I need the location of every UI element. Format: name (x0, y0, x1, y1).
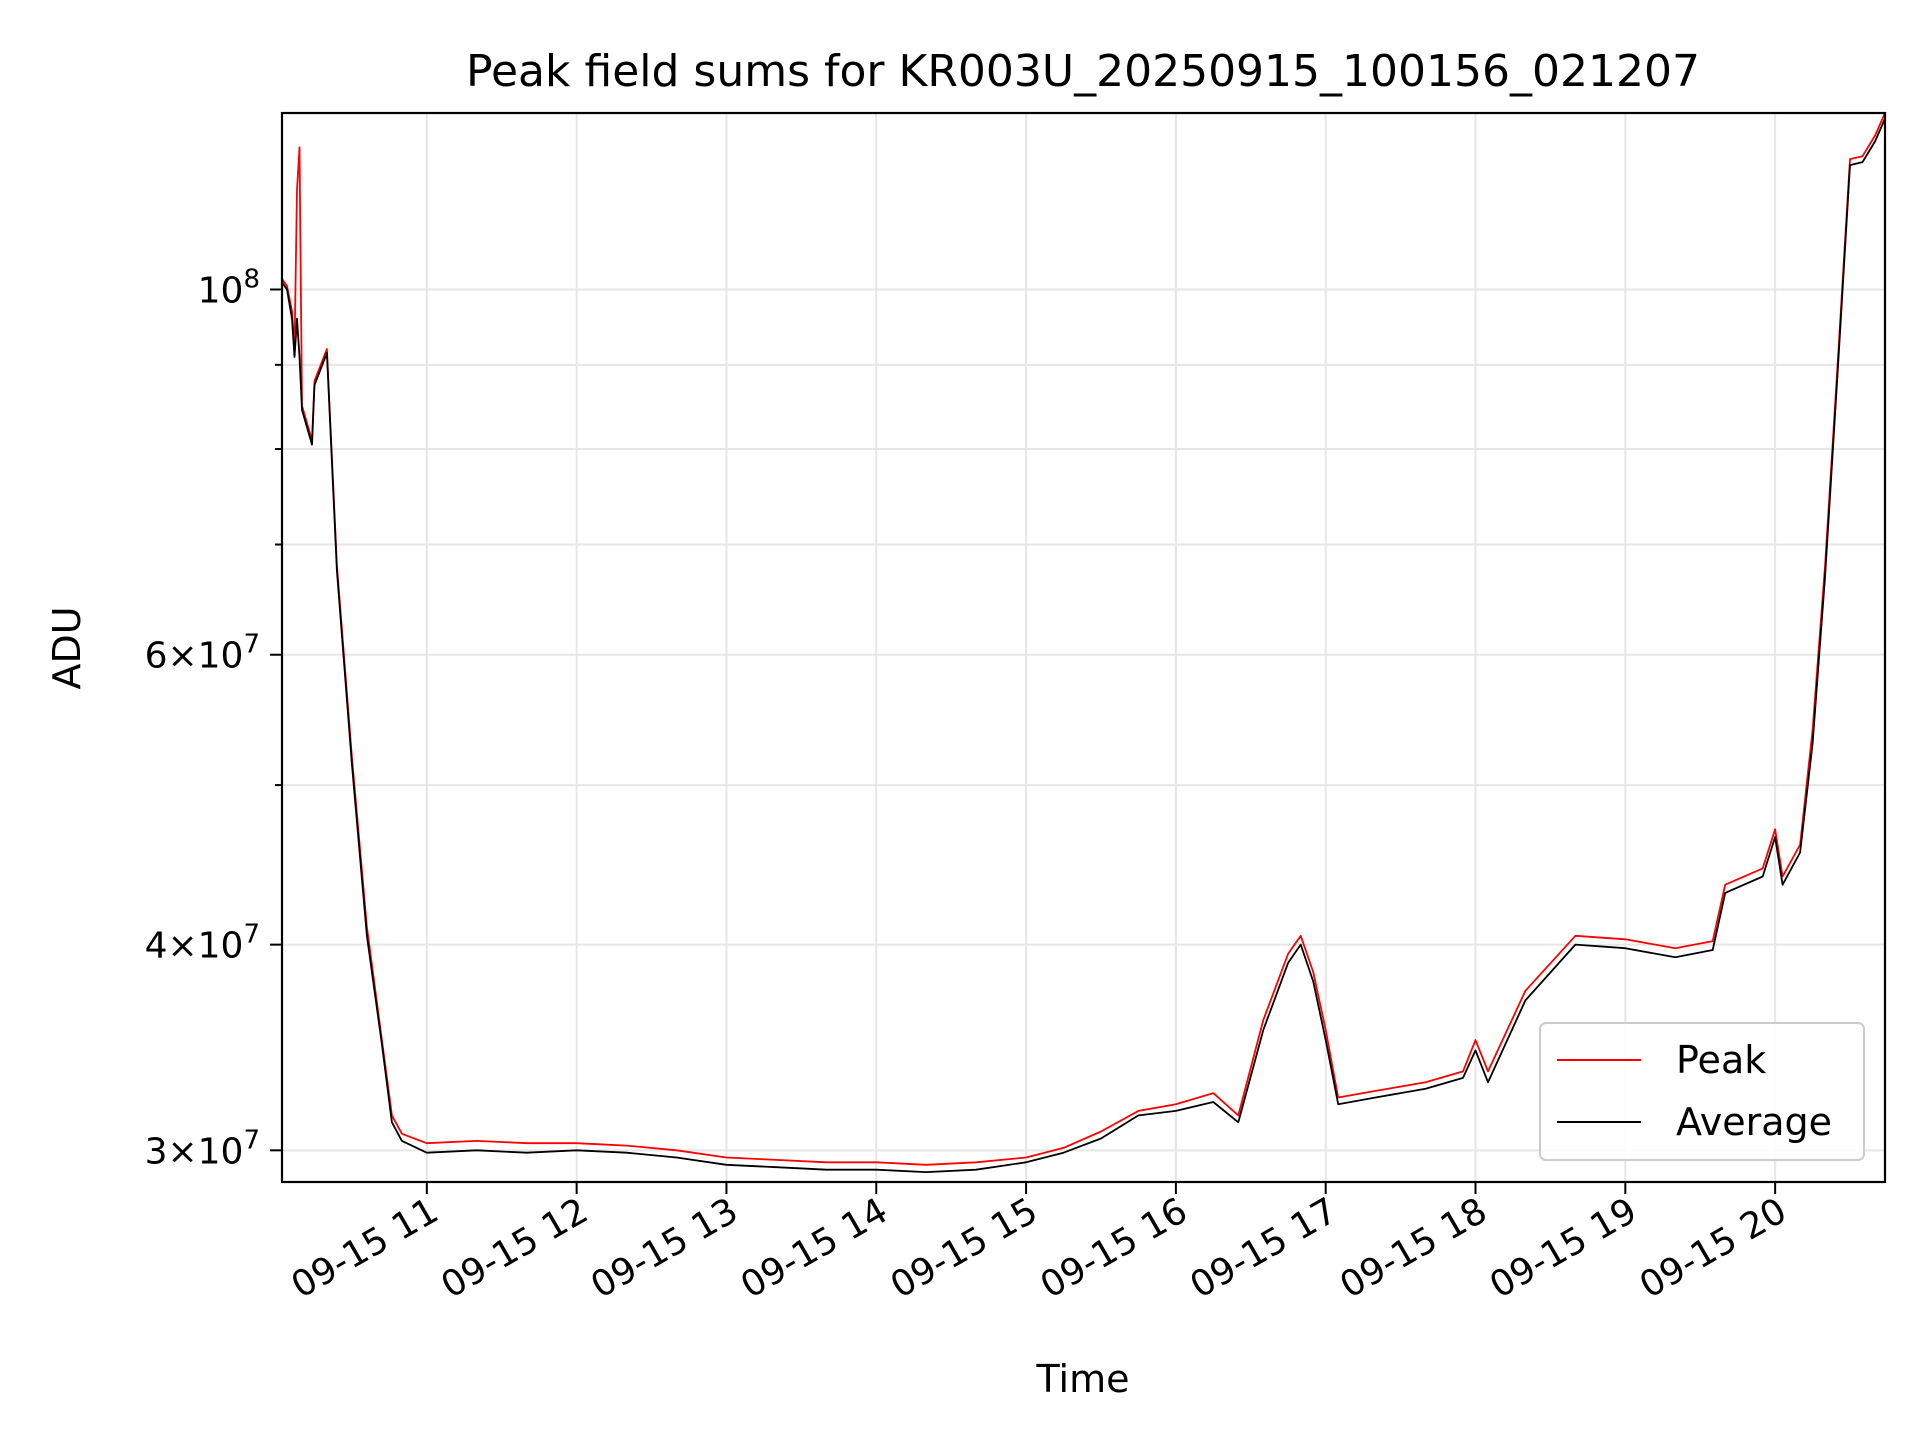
x-tick-label: 09-15 14 (734, 1190, 895, 1306)
grid (282, 113, 1885, 1182)
series-line-peak (282, 113, 1885, 1166)
legend: Peak Average (1539, 1022, 1865, 1161)
plot-series (282, 113, 1885, 1173)
y-tick-label: 4×107 (145, 920, 260, 967)
x-axis-label: Time (1036, 1357, 1130, 1401)
chart-title: Peak field sums for KR003U_20250915_1001… (466, 46, 1700, 97)
x-tick-label: 09-15 18 (1333, 1190, 1494, 1306)
x-tick-label: 09-15 17 (1184, 1190, 1345, 1306)
x-tick-label: 09-15 15 (884, 1190, 1045, 1306)
x-tick-label: 09-15 16 (1034, 1190, 1195, 1306)
plot-frame (280, 111, 1887, 1184)
legend-box (1539, 1022, 1865, 1161)
y-tick-label: 3×107 (145, 1125, 260, 1172)
x-tick-label: 09-15 19 (1483, 1190, 1644, 1306)
x-tick-label: 09-15 13 (584, 1190, 745, 1306)
series-line-average (282, 118, 1885, 1173)
y-tick-label: 108 (198, 265, 260, 312)
legend-label-average: Average (1676, 1100, 1832, 1144)
y-tick-label: 6×107 (145, 630, 260, 677)
x-tick-label: 09-15 20 (1633, 1190, 1794, 1306)
y-axis-label: ADU (45, 606, 89, 689)
x-tick-label: 09-15 12 (434, 1190, 595, 1306)
x-tick-label: 09-15 11 (285, 1190, 446, 1306)
legend-label-peak: Peak (1676, 1038, 1766, 1082)
